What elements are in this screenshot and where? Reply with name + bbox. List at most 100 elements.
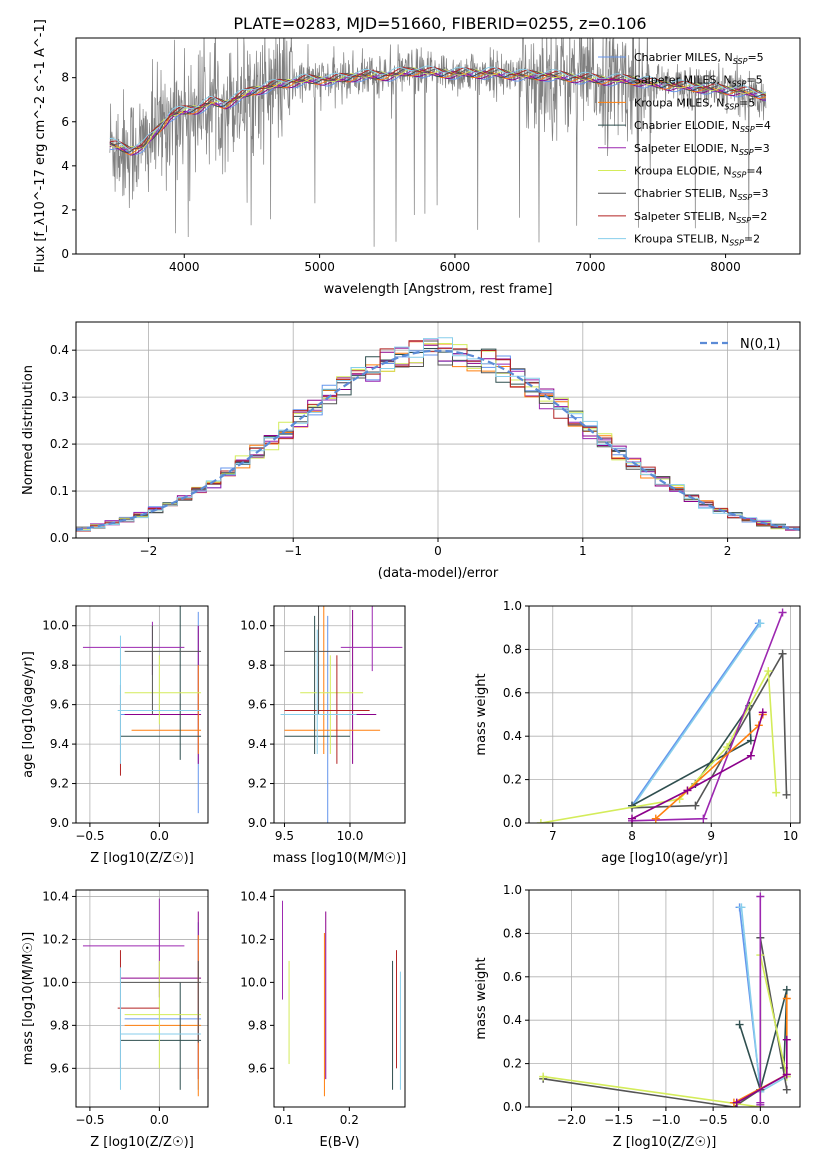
- mass-weight-marker: [782, 994, 791, 1003]
- mass-weight-marker: [737, 903, 746, 912]
- x-tick-label: 2: [724, 544, 732, 558]
- legend-count: =5: [746, 74, 762, 87]
- axes-frame: [273, 605, 406, 824]
- mass_vs_ebv-plot-area: [282, 900, 401, 1097]
- x-tick-label: −0.5: [75, 1113, 104, 1127]
- y-tick-label: 9.8: [50, 658, 69, 672]
- weight_vs_Z-axes: −2.0 −1.5 −1.0 −0.5 0.0 0.0 0.2 0.4 0.6 0.8 1.0 Z […: [474, 883, 801, 1150]
- y-tick-label: 0.2: [503, 773, 522, 787]
- mass-weight-marker: [756, 892, 765, 901]
- axes-frame: [75, 889, 209, 1108]
- x-axis-label: wavelength [Angstrom, rest frame]: [324, 282, 553, 297]
- y-tick-label: 0.0: [50, 531, 69, 545]
- mass-weight-marker: [723, 743, 732, 752]
- y-tick-label: 4: [61, 159, 69, 173]
- y-tick-label: 6: [61, 115, 69, 129]
- mass_vs_Z-axes: −0.5 0.0 9.6 9.8 10.0 10.2 10.4 Z [log10(Z/Z☉)]…: [21, 889, 209, 1150]
- residual-legend: N(0,1): [700, 337, 781, 352]
- mass-weight-marker: [782, 1085, 791, 1094]
- figure-title: PLATE=0283, MJD=51660, FIBERID=0255, z=0…: [233, 14, 646, 33]
- x-tick-label: −0.5: [75, 829, 104, 843]
- x-tick-label: 0.1: [274, 1113, 293, 1127]
- x-tick-label: 7: [549, 829, 557, 843]
- y-tick-label: 10.4: [240, 889, 267, 903]
- spectrum-axes: 4000 5000 6000 7000 8000 0 2 4 6 8 wavelength [Ang…: [33, 19, 801, 297]
- x-axis-label: Z [log10(Z/Z☉)]: [90, 851, 194, 866]
- y-tick-label: 9.2: [248, 777, 267, 791]
- legend-label: Chabrier MILES, NSSP=5: [634, 51, 764, 66]
- axes-frame: [273, 889, 406, 1108]
- y-tick-label: 1.0: [503, 599, 522, 613]
- legend-label: Kroupa STELIB, NSSP=2: [634, 233, 760, 248]
- mass-weight-marker: [691, 801, 700, 810]
- legend-label: Kroupa ELODIE, NSSP=4: [634, 165, 763, 180]
- mass-weight-marker: [778, 608, 787, 617]
- y-tick-label: 10.0: [240, 619, 267, 633]
- residual-histogram-step: [76, 340, 800, 529]
- x-tick-label: 8: [628, 829, 636, 843]
- weight_vs_age-axes: 7 8 9 10 0.0 0.2 0.4 0.6 0.8 1.0 age [log10(age/yr…: [474, 599, 801, 866]
- legend-count: =4: [746, 165, 762, 178]
- legend-subscript: SSP: [740, 125, 755, 134]
- legend-count: =5: [747, 51, 763, 64]
- x-tick-label: 10: [783, 829, 798, 843]
- mass-weight-marker: [539, 1072, 548, 1081]
- y-tick-label: 9.0: [248, 816, 267, 830]
- y-tick-label: 0.6: [503, 970, 522, 984]
- legend-subscript: SSP: [732, 80, 747, 89]
- legend-subscript: SSP: [724, 102, 739, 111]
- y-axis-label: Flux [f_λ10^-17 erg cm^-2 s^-1 A^-1]: [33, 19, 48, 273]
- mass-weight-marker: [536, 819, 545, 823]
- x-tick-label: 0.2: [340, 1113, 359, 1127]
- x-axis-label: E(B-V): [319, 1135, 359, 1150]
- x-tick-label: 9: [707, 829, 715, 843]
- y-tick-label: 9.4: [50, 737, 69, 751]
- legend-subscript: SSP: [738, 193, 753, 202]
- y-tick-label: 9.8: [248, 1018, 267, 1032]
- axes-frame: [75, 605, 209, 824]
- model-spectrum-line: [109, 68, 767, 151]
- x-tick-label: 1: [579, 544, 587, 558]
- legend-subscript: SSP: [733, 57, 748, 66]
- x-tick-label: −2: [140, 544, 158, 558]
- x-tick-label: 10.0: [337, 829, 364, 843]
- y-tick-label: 0.4: [50, 343, 69, 357]
- x-tick-label: 9.5: [275, 829, 294, 843]
- observed-spectrum-line: [109, 38, 767, 247]
- legend-subscript: SSP: [732, 171, 747, 180]
- legend-count: =5: [739, 96, 755, 109]
- mass-weight-marker: [699, 814, 708, 823]
- x-tick-label: −1: [284, 544, 302, 558]
- legend-label: Chabrier ELODIE, NSSP=4: [634, 119, 771, 134]
- y-tick-label: 10.0: [42, 619, 69, 633]
- legend-count: =3: [754, 142, 770, 155]
- x-tick-label: −2.0: [557, 1113, 586, 1127]
- legend-count: =4: [755, 119, 771, 132]
- legend-count: =2: [744, 233, 760, 246]
- residuals-plot-area: [76, 337, 800, 532]
- x-axis-label: mass [log10(M/M☉)]: [273, 851, 406, 866]
- mass-weight-marker: [735, 1020, 744, 1029]
- y-tick-label: 10.2: [42, 932, 69, 946]
- y-tick-label: 9.6: [50, 698, 69, 712]
- y-tick-label: 9.2: [50, 777, 69, 791]
- x-tick-label: −1.0: [651, 1113, 680, 1127]
- age_vs_Z-axes: −0.5 0.0 9.0 9.2 9.4 9.6 9.8 10.0 Z [log10(Z/Z☉)…: [21, 605, 209, 866]
- mass-weight-marker: [746, 736, 755, 745]
- legend-label: Chabrier STELIB, NSSP=3: [634, 187, 768, 202]
- model-spectrum-line: [109, 69, 766, 153]
- gaussian-curve: [76, 349, 800, 531]
- y-axis-label: Normed distribution: [21, 365, 36, 495]
- mass-weight-marker: [683, 786, 692, 795]
- y-tick-label: 10.0: [42, 975, 69, 989]
- x-tick-label: 4000: [169, 260, 200, 274]
- y-tick-label: 0.0: [503, 816, 522, 830]
- x-axis-label: age [log10(age/yr)]: [601, 851, 728, 866]
- y-tick-label: 10.0: [240, 975, 267, 989]
- y-tick-label: 9.6: [50, 1061, 69, 1075]
- y-tick-label: 0.8: [503, 642, 522, 656]
- y-tick-label: 0.1: [50, 484, 69, 498]
- mass_vs_ebv-axes: 0.1 0.2 9.6 9.8 10.0 10.2 10.4 E(B-V): [240, 889, 406, 1150]
- mass-weight-marker: [756, 1098, 765, 1107]
- spectrum-legend: Chabrier MILES, NSSP=5 Salpeter MILES, NS…: [598, 51, 771, 248]
